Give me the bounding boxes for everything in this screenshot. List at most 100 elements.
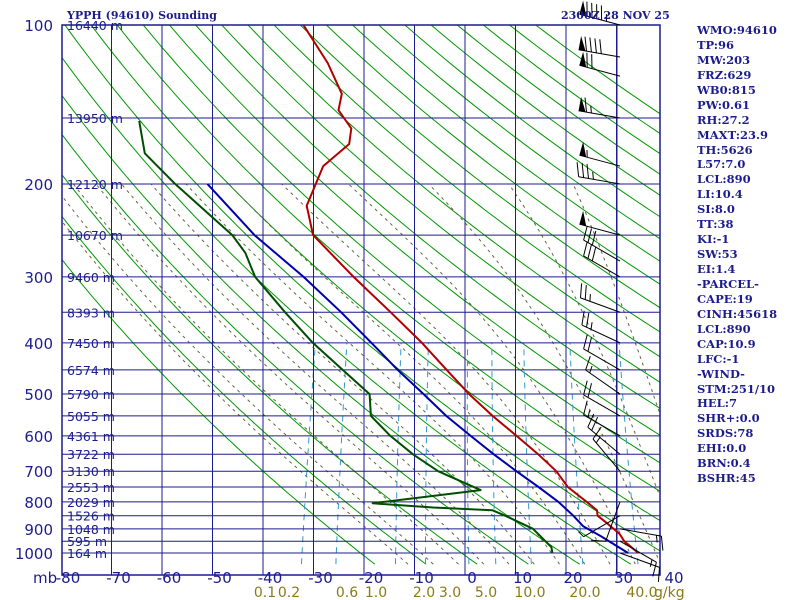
dry-adiabat: [221, 25, 660, 383]
moist-adiabat: [121, 183, 510, 565]
height-label: 5055 m: [67, 409, 115, 424]
wind-barb: [576, 162, 621, 185]
wind-barb-feather: [586, 312, 590, 328]
stat-line: LCL:890: [697, 172, 751, 187]
wind-barb: [592, 426, 621, 472]
wind-barb-feather: [584, 36, 587, 52]
dry-adiabat: [325, 25, 660, 285]
dry-adiabat: [62, 56, 632, 565]
wind-barb: [583, 225, 621, 262]
wind-barb: [578, 36, 621, 58]
wind-barb-staff: [619, 528, 662, 537]
wind-barb: [581, 310, 621, 344]
moist-adiabat: [95, 183, 485, 565]
mixing-ratio-label: 20.0: [569, 585, 600, 600]
stat-line: CAPE:19: [697, 291, 753, 306]
stat-line: CAP:10.9: [697, 336, 756, 351]
stat-line: WB0:815: [697, 82, 756, 97]
height-label: 3130 m: [67, 464, 115, 479]
height-label: 1526 m: [67, 509, 115, 524]
dry-adiabat: [90, 25, 660, 522]
wind-barbs: [576, 0, 664, 582]
wind-barb-pennant: [579, 0, 587, 16]
height-label: 164 m: [67, 546, 107, 561]
pressure-tick-label: 700: [24, 463, 53, 481]
mixing-ratio-unit: g/kg: [654, 585, 685, 600]
wind-barb-half-feather: [649, 559, 653, 567]
height-label: 13950 m: [67, 111, 123, 126]
moist-adiabat: [348, 183, 636, 565]
pressure-tick-label: 1000: [15, 545, 53, 563]
mixing-ratio-line: [569, 342, 584, 565]
height-label: 1048 m: [67, 522, 115, 537]
wind-barb-feather: [580, 283, 583, 298]
wind-barb-feather: [583, 225, 588, 241]
stat-line: SW:53: [697, 247, 738, 262]
wind-barb-staff: [579, 154, 621, 167]
temperature-tick-label: -10: [409, 569, 434, 587]
mixing-ratio-label: 40.0: [626, 585, 657, 600]
temperature-tick-label: -80: [56, 569, 81, 587]
mixing-ratio-label: 10.0: [514, 585, 545, 600]
mixing-ratio-line: [335, 342, 348, 565]
pressure-tick-label: 300: [24, 269, 53, 287]
wind-barb-feather: [583, 380, 588, 396]
series-dewpoint-line: [138, 120, 554, 554]
stat-line: LI:10.4: [697, 187, 743, 202]
wind-barb-feather: [583, 334, 588, 350]
mixing-ratio-label: 0.6: [336, 585, 358, 600]
moist-adiabat: [72, 183, 459, 565]
dry-adiabat: [299, 25, 660, 309]
wind-barb: [619, 552, 660, 582]
wind-barb-feather: [591, 416, 599, 431]
wind-barb: [583, 380, 621, 417]
wind-barb-half-feather: [655, 535, 658, 543]
stat-line: TH:5626: [697, 142, 753, 157]
stat-line: -PARCEL-: [697, 276, 759, 291]
wind-barb: [579, 0, 621, 26]
height-label: 4361 m: [67, 429, 115, 444]
temperature-tick-label: -50: [207, 569, 232, 587]
wind-barb-feather: [587, 228, 592, 243]
wind-barb-staff: [587, 426, 621, 455]
mixing-ratio-line: [523, 342, 532, 565]
wind-barb: [619, 528, 664, 551]
stat-line: L57:7.0: [697, 157, 746, 172]
wind-barb-half-feather: [590, 322, 593, 330]
grid: [61, 24, 661, 576]
temperature-tick-label: -70: [106, 569, 131, 587]
height-label: 16440 m: [67, 18, 123, 33]
wind-barb: [585, 356, 621, 395]
wind-barb-pennant: [579, 210, 587, 227]
wind-barb-feather: [584, 97, 587, 113]
mixing-ratio-line: [395, 342, 402, 565]
wind-barb-half-feather: [589, 365, 593, 373]
wind-barb-feather: [581, 310, 585, 326]
moist-adiabat: [185, 183, 560, 565]
wind-barb-half-feather: [595, 436, 601, 444]
temperature-tick-label: -40: [258, 569, 283, 587]
wind-barb: [583, 334, 621, 371]
dry-adiabat: [351, 25, 660, 262]
height-label: 3722 m: [67, 447, 115, 462]
dry-adiabat: [194, 25, 660, 409]
height-label: 12120 m: [67, 177, 123, 192]
wind-barb-feather: [583, 400, 588, 416]
wind-barb: [579, 141, 621, 167]
moist-adiabat: [281, 183, 611, 565]
temperature-tick-label: 30: [614, 569, 633, 587]
wind-barb-feather: [591, 230, 597, 246]
pressure-tick-label: 900: [24, 521, 53, 539]
series-parcel-line: [206, 183, 629, 554]
sounding-series: [138, 25, 639, 554]
wind-barb-half-feather: [578, 531, 584, 538]
wind-barb-staff: [579, 64, 621, 77]
wind-barb: [579, 51, 621, 77]
height-label: 9460 m: [67, 270, 115, 285]
stat-line: PW:0.61: [697, 97, 751, 112]
height-label: 595 m: [67, 534, 107, 549]
wind-barb: [578, 515, 621, 538]
wind-barb-staff: [583, 414, 621, 437]
height-label: 2553 m: [67, 480, 115, 495]
